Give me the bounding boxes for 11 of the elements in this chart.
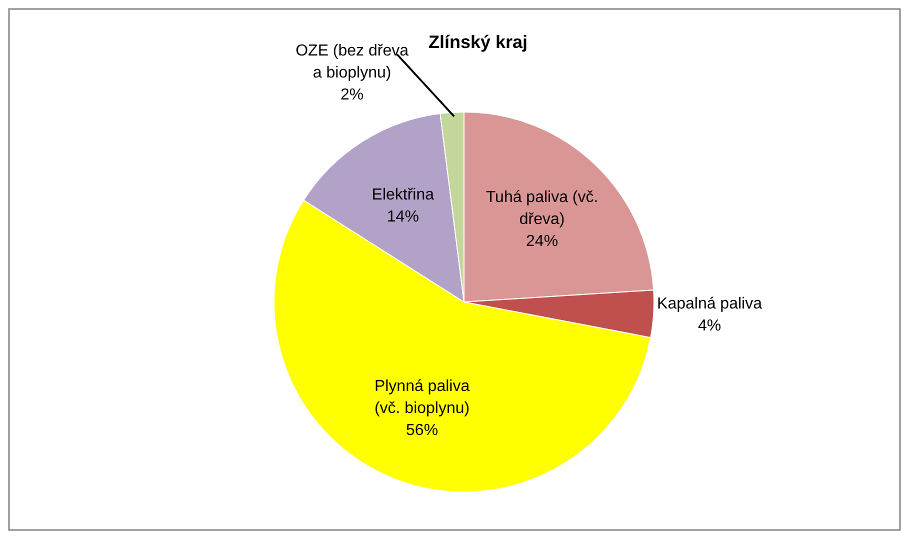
data-label: 14% (386, 208, 419, 226)
slice-label: Elektřina (372, 186, 434, 204)
slice-label: OZE (bez dřeva a bioplynu) (296, 42, 409, 82)
chart-title: Zlínský kraj (428, 32, 528, 52)
data-label: 56% (406, 422, 438, 439)
data-label: 2% (340, 86, 364, 104)
slice-label: Tuhá paliva (vč. dřeva) (486, 188, 598, 228)
data-label: 4% (698, 318, 722, 335)
slice-label: Kapalná paliva (657, 296, 762, 313)
data-label: 24% (526, 232, 558, 250)
slice-label: Plynná paliva (vč. bioplynu) (374, 378, 470, 417)
